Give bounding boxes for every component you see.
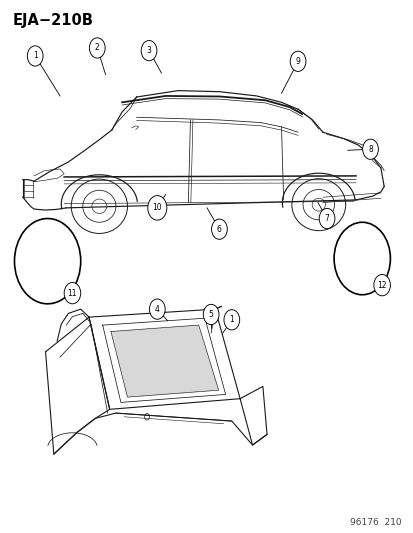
Circle shape bbox=[211, 219, 227, 239]
Text: 5: 5 bbox=[208, 310, 213, 319]
Text: 10: 10 bbox=[152, 204, 162, 212]
Circle shape bbox=[223, 310, 239, 330]
Text: 9: 9 bbox=[295, 57, 300, 66]
Text: 96176  210: 96176 210 bbox=[349, 518, 401, 527]
Text: 2: 2 bbox=[95, 44, 100, 52]
Text: 12: 12 bbox=[377, 281, 386, 289]
Circle shape bbox=[14, 219, 81, 304]
Text: 11: 11 bbox=[68, 289, 77, 297]
Circle shape bbox=[333, 222, 389, 295]
Polygon shape bbox=[111, 325, 218, 397]
Circle shape bbox=[290, 51, 305, 71]
Circle shape bbox=[149, 299, 165, 319]
Circle shape bbox=[147, 196, 166, 220]
Text: 8: 8 bbox=[367, 145, 372, 154]
Text: 4: 4 bbox=[154, 305, 159, 313]
Circle shape bbox=[89, 38, 105, 58]
Circle shape bbox=[318, 208, 334, 229]
Text: 3: 3 bbox=[146, 46, 151, 55]
Text: 1: 1 bbox=[33, 52, 38, 60]
Circle shape bbox=[373, 274, 389, 296]
Text: EJA−210B: EJA−210B bbox=[12, 13, 93, 28]
Text: 7: 7 bbox=[324, 214, 329, 223]
Circle shape bbox=[27, 46, 43, 66]
Circle shape bbox=[203, 304, 218, 325]
Circle shape bbox=[64, 282, 81, 304]
Circle shape bbox=[141, 41, 157, 61]
Circle shape bbox=[362, 139, 377, 159]
Text: 1: 1 bbox=[229, 316, 234, 324]
Text: 6: 6 bbox=[216, 225, 221, 233]
